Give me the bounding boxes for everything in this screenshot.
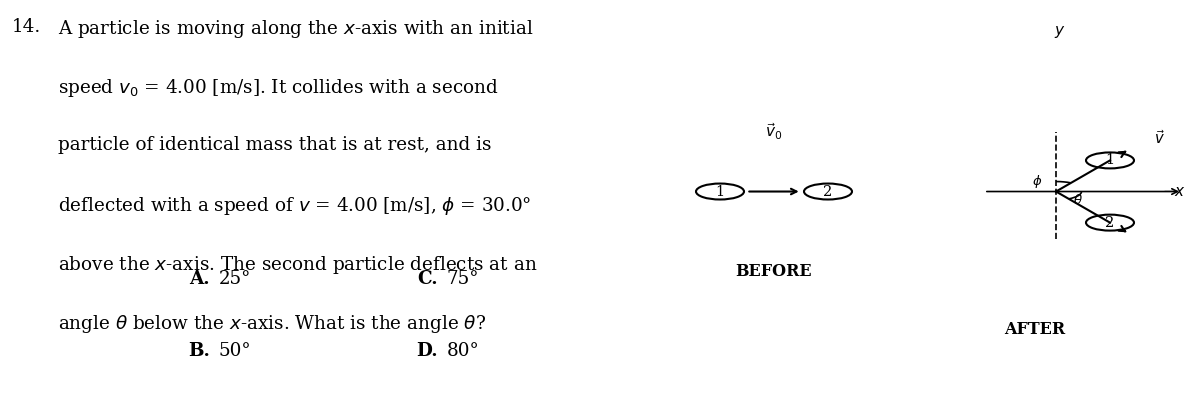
Text: 75°: 75° (446, 270, 479, 288)
Text: 2: 2 (1105, 215, 1115, 229)
Text: C.: C. (418, 270, 438, 288)
Text: particle of identical mass that is at rest, and is: particle of identical mass that is at re… (58, 136, 491, 154)
Text: $\vec{v}_0$: $\vec{v}_0$ (766, 121, 782, 142)
Text: BEFORE: BEFORE (736, 263, 812, 280)
Text: A particle is moving along the $x$-axis with an initial: A particle is moving along the $x$-axis … (58, 18, 533, 40)
Text: angle $\theta$ below the $x$-axis. What is the angle $\theta$?: angle $\theta$ below the $x$-axis. What … (58, 313, 486, 335)
Text: $\theta$: $\theta$ (1073, 193, 1082, 207)
Text: B.: B. (188, 342, 210, 360)
Text: 1: 1 (715, 184, 725, 199)
Text: D.: D. (416, 342, 438, 360)
Text: deflected with a speed of $v$ = 4.00 [m/s], $\phi$ = 30.0°: deflected with a speed of $v$ = 4.00 [m/… (58, 195, 532, 217)
Text: $-x$: $-x$ (1162, 184, 1186, 199)
Text: $\phi$: $\phi$ (1032, 173, 1042, 190)
Text: 80°: 80° (446, 342, 479, 360)
Text: AFTER: AFTER (1004, 321, 1064, 338)
Text: $y$: $y$ (1054, 24, 1066, 40)
Text: 2: 2 (823, 184, 833, 199)
Text: $\vec{v}$: $\vec{v}$ (1154, 129, 1165, 147)
Text: 14.: 14. (12, 18, 41, 36)
Text: 25°: 25° (218, 270, 251, 288)
Text: A.: A. (190, 270, 210, 288)
Text: 1: 1 (1105, 154, 1115, 168)
Text: 50°: 50° (218, 342, 251, 360)
Text: above the $x$-axis. The second particle deflects at an: above the $x$-axis. The second particle … (58, 254, 536, 276)
Text: speed $v_0$ = 4.00 [m/s]. It collides with a second: speed $v_0$ = 4.00 [m/s]. It collides wi… (58, 77, 498, 99)
